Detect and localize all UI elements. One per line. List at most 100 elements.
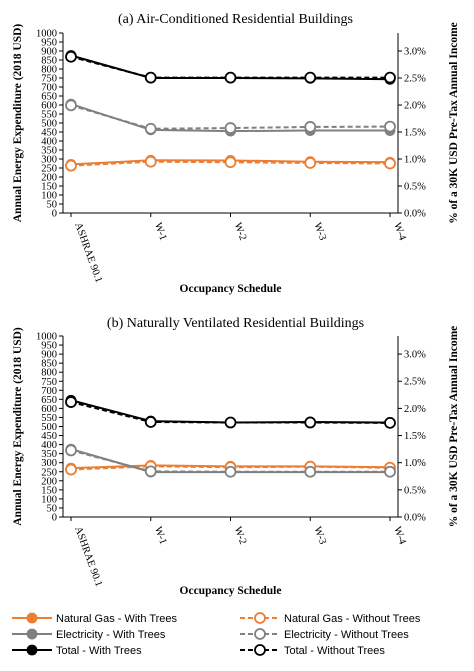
data-point (384, 465, 396, 478)
y-tick-label: 100 (41, 191, 57, 202)
y-tick-label: 750 (41, 377, 57, 388)
y-tick-label: 350 (41, 146, 57, 157)
y2-tick-label: 0.5% (404, 181, 426, 192)
legend-item-label: Total - With Trees (56, 645, 142, 657)
y2-tick-label: 1.0% (404, 154, 426, 165)
y-tick-label: 150 (41, 485, 57, 496)
data-point (304, 416, 317, 429)
y2-tick-label: 2.0% (404, 100, 426, 111)
data-point (224, 465, 237, 478)
x-tick-label: W-2 (232, 525, 249, 546)
data-point (384, 120, 396, 133)
data-point (224, 71, 237, 84)
data-point (224, 416, 237, 429)
x-tick-label: W-3 (311, 525, 328, 546)
y-tick-label: 450 (41, 128, 57, 139)
legend-item-label: Electricity - Without Trees (284, 629, 409, 641)
y-tick-label: 1000 (36, 332, 57, 343)
y-tick-label: 150 (41, 182, 57, 193)
y-tick-label: 600 (41, 101, 57, 112)
y-tick-label: 250 (41, 164, 57, 175)
legend-marker (26, 644, 38, 656)
y-tick-label: 200 (41, 476, 57, 487)
y-tick-label: 900 (41, 47, 57, 58)
data-point (65, 50, 77, 63)
y-tick-label: 550 (41, 413, 57, 424)
y-tick-label: 500 (41, 422, 57, 433)
y-tick-label: 950 (41, 341, 57, 352)
series-line-2 (70, 465, 391, 471)
data-point (144, 155, 157, 168)
y-tick-label: 600 (41, 404, 57, 415)
y-tick-label: 700 (41, 83, 57, 94)
data-point (65, 396, 77, 408)
y2-tick-label: 3.0% (404, 46, 426, 57)
y-tick-label: 750 (41, 74, 57, 85)
y-tick-label: 0 (52, 513, 57, 524)
data-point (65, 159, 77, 172)
data-point (384, 71, 396, 84)
y-tick-label: 50 (47, 200, 58, 211)
data-point (304, 121, 317, 133)
y2-axis-title: % of a 30K USD Pre-Tax Annual Income (448, 326, 460, 528)
x-axis-title: Occupancy Schedule (180, 283, 282, 295)
chart-panel-b: (b) Naturally Ventilated Residential Bui… (12, 316, 460, 597)
y2-tick-label: 0.0% (404, 209, 426, 220)
data-point (144, 416, 157, 428)
y-tick-label: 300 (41, 155, 57, 166)
y-tick-label: 650 (41, 395, 57, 406)
y-tick-label: 700 (41, 386, 57, 397)
x-tick-label: ASHRAE 90.1 (72, 525, 104, 588)
data-point (144, 71, 157, 84)
data-point (304, 465, 317, 478)
y-tick-label: 950 (41, 38, 57, 49)
y-tick-label: 250 (41, 467, 57, 478)
x-tick-label: ASHRAE 90.1 (72, 221, 104, 284)
legend-item-label: Natural Gas - With Trees (56, 613, 178, 625)
chart-title: (a) Air-Conditioned Residential Building… (118, 12, 353, 27)
y-tick-label: 800 (41, 368, 57, 379)
x-tick-label: W-2 (232, 221, 249, 242)
legend-item-label: Total - Without Trees (284, 645, 385, 657)
data-point (304, 157, 317, 169)
y-tick-label: 100 (41, 494, 57, 505)
series-line-2 (70, 160, 391, 167)
y-tick-label: 550 (41, 110, 57, 121)
data-point (384, 416, 396, 429)
y2-tick-label: 2.5% (404, 73, 426, 84)
data-point (304, 71, 317, 84)
legend-marker (254, 644, 266, 656)
legend-marker (26, 628, 38, 640)
y2-tick-label: 2.5% (404, 377, 426, 388)
y2-axis-title: % of a 30K USD Pre-Tax Annual Income (448, 22, 460, 224)
data-point (65, 444, 77, 457)
legend-marker (254, 628, 266, 640)
x-tick-label: W-4 (391, 525, 408, 546)
data-point (144, 122, 157, 135)
x-tick-label: W-4 (391, 221, 408, 242)
y2-tick-label: 0.5% (404, 485, 426, 496)
y2-tick-label: 1.5% (404, 431, 426, 442)
x-axis-title: Occupancy Schedule (180, 585, 282, 597)
y-tick-label: 1000 (36, 29, 57, 40)
legend-item-label: Electricity - With Trees (56, 629, 166, 641)
y-tick-label: 0 (52, 209, 57, 220)
y2-tick-label: 2.0% (404, 404, 426, 415)
legend-marker (26, 612, 38, 624)
data-point (65, 99, 77, 112)
y-tick-label: 400 (41, 440, 57, 451)
legend: Natural Gas - With Trees Natural Gas - Wi… (12, 612, 421, 657)
data-point (144, 465, 157, 478)
y-tick-label: 450 (41, 431, 57, 442)
chart-title: (b) Naturally Ventilated Residential Bui… (107, 316, 364, 331)
y2-tick-label: 1.5% (404, 127, 426, 138)
data-point (65, 463, 77, 476)
y-tick-label: 650 (41, 92, 57, 103)
y-tick-label: 500 (41, 119, 57, 130)
y-tick-label: 400 (41, 137, 57, 148)
y-tick-label: 300 (41, 458, 57, 469)
y-axis-title: Annual Energy Expenditure (2018 USD) (12, 327, 24, 526)
y2-tick-label: 1.0% (404, 458, 426, 469)
legend-marker (254, 612, 266, 624)
